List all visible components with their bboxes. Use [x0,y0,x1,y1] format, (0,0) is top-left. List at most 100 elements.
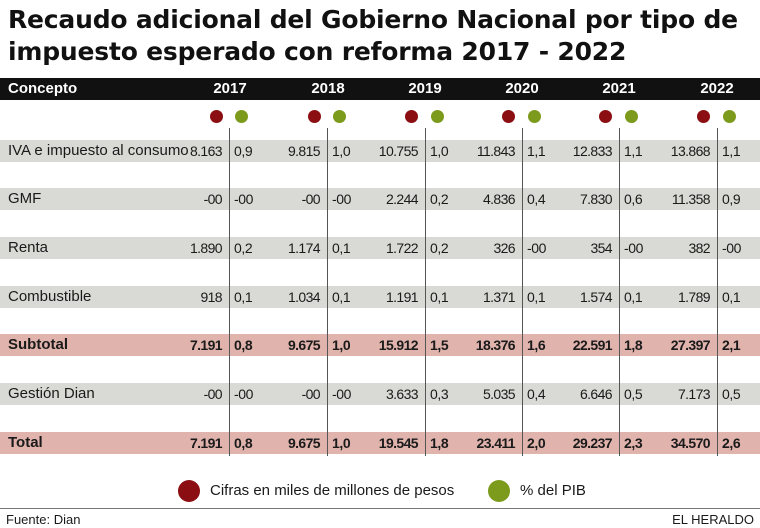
legend-cifras: Cifras en miles de millones de pesos [210,482,455,499]
cell-value: 1.789 [677,289,711,305]
cifras-dot-icon [502,110,515,123]
pib-dot-icon [625,110,638,123]
cell-value: 29.237 [572,435,613,451]
column-divider [619,128,620,456]
header-year: 2021 [602,80,636,97]
row-concepto: Renta [8,239,49,256]
cell-pib: -00 [234,386,254,402]
header-year: 2017 [213,80,247,97]
cifras-dot-icon [405,110,418,123]
cifras-dot-icon [210,110,223,123]
cell-value: 22.591 [572,337,613,353]
cell-pib: 0,5 [624,386,643,402]
cell-pib: 0,9 [234,143,253,159]
cell-value: 1.722 [385,240,419,256]
cell-pib: 0,8 [234,337,253,353]
cell-pib: 0,2 [430,240,449,256]
cell-pib: 1,0 [430,143,449,159]
cell-pib: 2,1 [722,337,741,353]
header-year: 2019 [408,80,442,97]
pib-dot-icon [431,110,444,123]
cell-value: 34.570 [670,435,711,451]
cell-pib: 1,8 [430,435,449,451]
cell-value: 1.174 [287,240,321,256]
cell-value: 9.675 [287,435,321,451]
pib-dot-icon [528,110,541,123]
cell-pib: -00 [234,191,254,207]
cell-pib: 1,0 [332,337,351,353]
cell-pib: 1,1 [527,143,546,159]
cell-pib: -00 [624,240,644,256]
cell-pib: 0,4 [527,386,546,402]
footer-divider [0,508,760,509]
cell-pib: -00 [332,191,352,207]
column-divider [717,128,718,456]
table-row: Subtotal 7.191 0,8 9.675 1,0 15.912 1,5 18.376 1… [0,334,760,356]
cell-value: 5.035 [482,386,516,402]
cell-value: 27.397 [670,337,711,353]
cell-pib: 0,1 [234,289,253,305]
cell-pib: 0,1 [332,240,351,256]
cell-value: 382 [688,240,710,256]
cell-value: -00 [301,191,321,207]
cifras-dot-icon [697,110,710,123]
table-row: IVA e impuesto al consumo 8.163 0,9 9.815 1,… [0,140,760,162]
cell-pib: 1,5 [430,337,449,353]
cell-pib: 0,1 [430,289,449,305]
cell-value: 12.833 [572,143,613,159]
cell-value: 11.358 [671,191,711,207]
cell-value: 2.244 [385,191,419,207]
row-concepto: GMF [8,190,42,207]
cell-pib: 0,9 [722,191,741,207]
cell-pib: 1,0 [332,435,351,451]
cell-pib: -00 [332,386,352,402]
row-concepto: Total [8,434,43,451]
cell-value: 326 [493,240,515,256]
pib-legend-icon [488,480,510,502]
cell-value: 8.163 [189,143,223,159]
row-concepto: IVA e impuesto al consumo [8,142,189,159]
cell-value: 354 [590,240,612,256]
cell-pib: 0,6 [624,191,643,207]
cell-value: 6.646 [579,386,613,402]
pib-dot-icon [235,110,248,123]
cell-pib: 0,3 [430,386,449,402]
cell-value: 9.815 [287,143,321,159]
cell-value: 10.755 [378,143,419,159]
header-year: 2022 [700,80,734,97]
page-title: Recaudo adicional del Gobierno Nacional … [8,5,738,66]
row-concepto: Combustible [8,288,92,305]
pib-dot-icon [723,110,736,123]
cell-value: 19.545 [378,435,419,451]
cell-pib: 0,8 [234,435,253,451]
table-row: Renta 1.890 0,2 1.174 0,1 1.722 0,2 326 -00 354 -0… [0,237,760,259]
cell-value: 9.675 [287,337,321,353]
cell-pib: 0,1 [624,289,643,305]
cell-value: 1.034 [287,289,321,305]
cell-pib: 1,0 [332,143,351,159]
cell-value: 23.411 [476,435,516,451]
cell-pib: 2,0 [527,435,546,451]
legend-pib: % del PIB [520,482,586,499]
cifras-legend-icon [178,480,200,502]
header-year: 2020 [505,80,539,97]
pib-dot-icon [333,110,346,123]
cell-value: 11.843 [476,143,516,159]
source-note: Fuente: Dian [6,512,81,527]
cell-pib: 2,6 [722,435,741,451]
brand-logo: EL HERALDO [672,512,754,527]
header-concepto: Concepto [8,80,78,97]
cell-value: 7.191 [189,435,223,451]
cell-value: -00 [203,386,223,402]
cell-pib: 0,1 [332,289,351,305]
cell-value: 1.371 [482,289,516,305]
column-divider [229,128,230,456]
cell-pib: 1,8 [624,337,643,353]
cell-value: 7.191 [189,337,223,353]
cell-value: -00 [301,386,321,402]
cell-value: 7.830 [579,191,613,207]
cell-pib: -00 [722,240,742,256]
cell-pib: 0,2 [430,191,449,207]
cell-pib: 0,4 [527,191,546,207]
column-divider [327,128,328,456]
